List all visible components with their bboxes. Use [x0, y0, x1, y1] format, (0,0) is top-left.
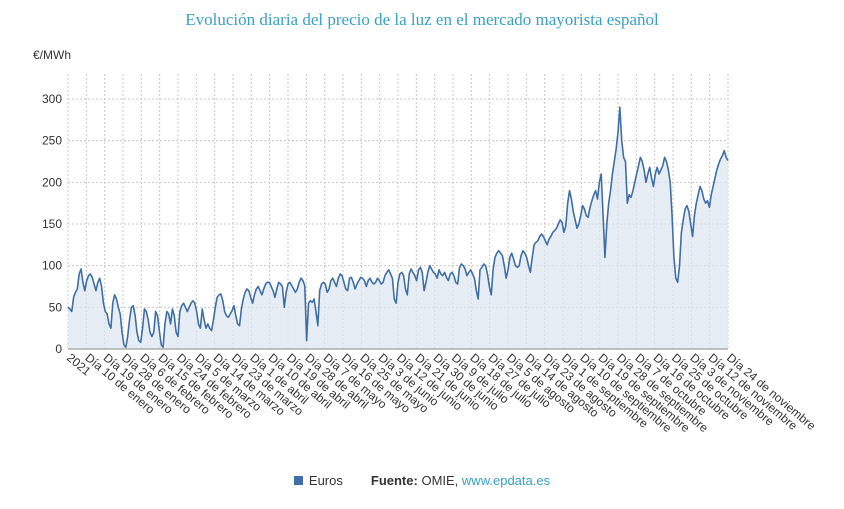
y-axis-unit-label: €/MWh [33, 48, 72, 62]
y-axis-tick-labels: 0 50 100 150 200 250 300 [42, 92, 62, 356]
y-tick-label: 50 [49, 300, 63, 314]
y-tick-label: 100 [42, 259, 62, 273]
series-line-euros [67, 106, 729, 349]
y-tick-label: 250 [42, 134, 62, 148]
chart-legend: Euros Fuente: OMIE, www.epdata.es [0, 473, 844, 488]
legend-label-euros: Euros [308, 473, 343, 488]
horizontal-gridlines [68, 98, 728, 308]
y-tick-label: 150 [42, 217, 62, 231]
legend-swatch-euros [293, 476, 303, 485]
source-link[interactable]: www.epdata.es [461, 473, 551, 488]
chart-title: Evolución diaria del precio de la luz en… [185, 10, 659, 29]
source-text: OMIE, [421, 473, 459, 488]
y-tick-label: 200 [42, 175, 62, 189]
source-label: Fuente: [370, 473, 418, 488]
series-area-euros [68, 107, 728, 349]
y-tick-label: 0 [55, 342, 62, 356]
y-tick-label: 300 [42, 92, 62, 106]
